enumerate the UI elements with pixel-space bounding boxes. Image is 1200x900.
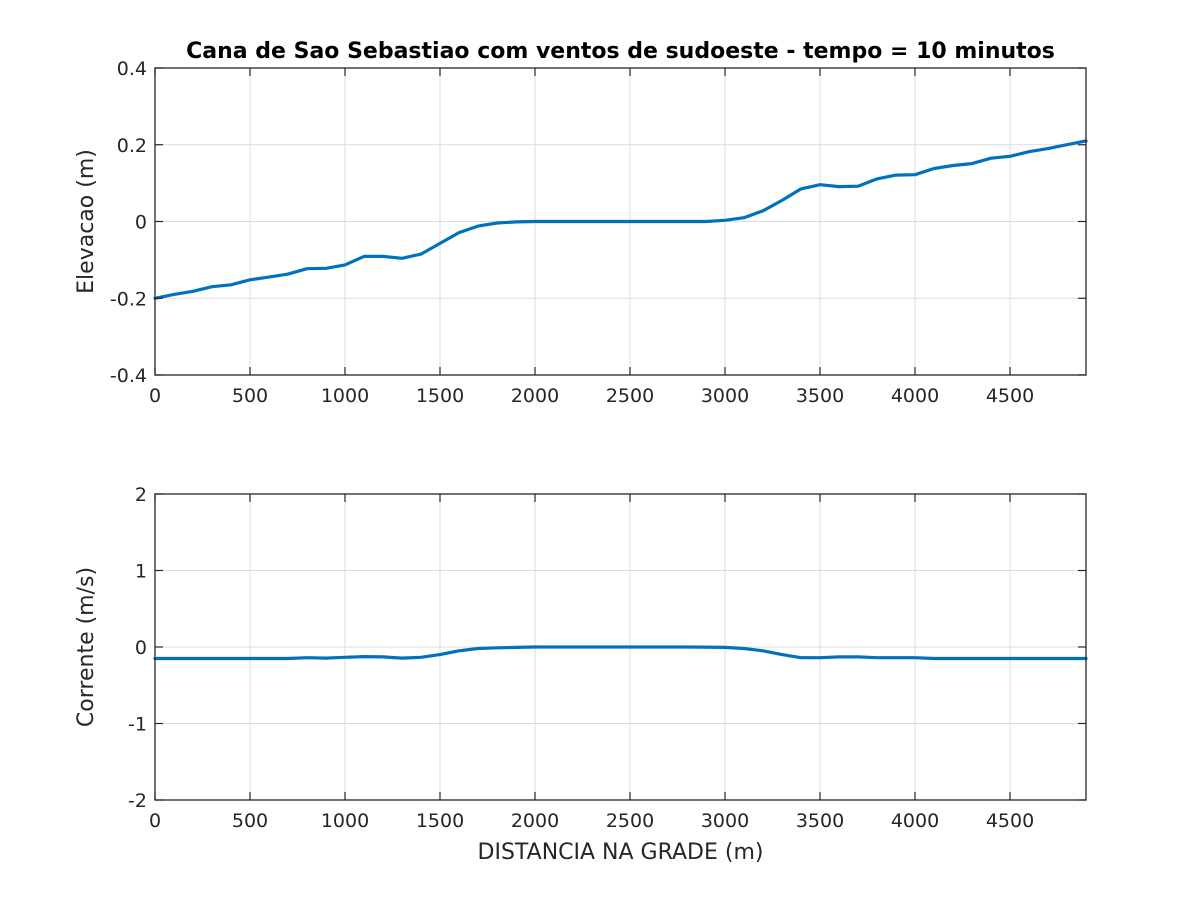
chart-title: Cana de Sao Sebastiao com ventos de sudo… (186, 39, 1055, 64)
y-tick-label: -2 (128, 790, 147, 812)
x-tick-label: 3000 (701, 385, 749, 407)
x-tick-label: 1000 (321, 385, 369, 407)
x-tick-label: 3500 (796, 810, 844, 832)
current-plot: 0 500 1000 1500 2000 2500 3000 3500 4000 4500 -2 -1… (74, 484, 1088, 865)
series-line (153, 139, 1088, 300)
x-axis-label: DISTANCIA NA GRADE (m) (478, 840, 764, 865)
x-tick-label: 1000 (321, 810, 369, 832)
y-tick-label: 0.4 (117, 58, 147, 80)
elevation-plot: 0 500 1000 1500 2000 2500 3000 3500 4000 4500 -0.4… (74, 39, 1088, 407)
x-tick-label: 0 (149, 810, 161, 832)
x-tick-label: 1500 (416, 810, 464, 832)
x-tick-label: 3500 (796, 385, 844, 407)
x-tick-label: 3000 (701, 810, 749, 832)
x-tick-label: 2500 (606, 385, 654, 407)
x-tick-label: 4000 (891, 385, 939, 407)
y-axis-label: Elevacao (m) (74, 149, 99, 294)
series-line (153, 645, 1088, 661)
x-tick-label: 2000 (511, 810, 559, 832)
y-tick-label: 0 (135, 212, 147, 234)
y-tick-label: 1 (135, 561, 147, 583)
y-tick-label: 2 (135, 484, 147, 506)
x-tick-label: 4500 (986, 385, 1034, 407)
x-tick-label: 4500 (986, 810, 1034, 832)
x-tick-label: 0 (149, 385, 161, 407)
y-tick-label: -1 (128, 714, 147, 736)
x-tick-label: 2000 (511, 385, 559, 407)
x-tick-label: 500 (232, 385, 268, 407)
y-tick-label: -0.4 (110, 365, 147, 387)
x-tick-label: 500 (232, 810, 268, 832)
y-axis-label: Corrente (m/s) (74, 567, 99, 727)
x-tick-label: 4000 (891, 810, 939, 832)
y-tick-label: 0.2 (117, 135, 147, 157)
x-tick-label: 2500 (606, 810, 654, 832)
y-tick-label: 0 (135, 637, 147, 659)
x-tick-label: 1500 (416, 385, 464, 407)
y-tick-label: -0.2 (110, 288, 147, 310)
